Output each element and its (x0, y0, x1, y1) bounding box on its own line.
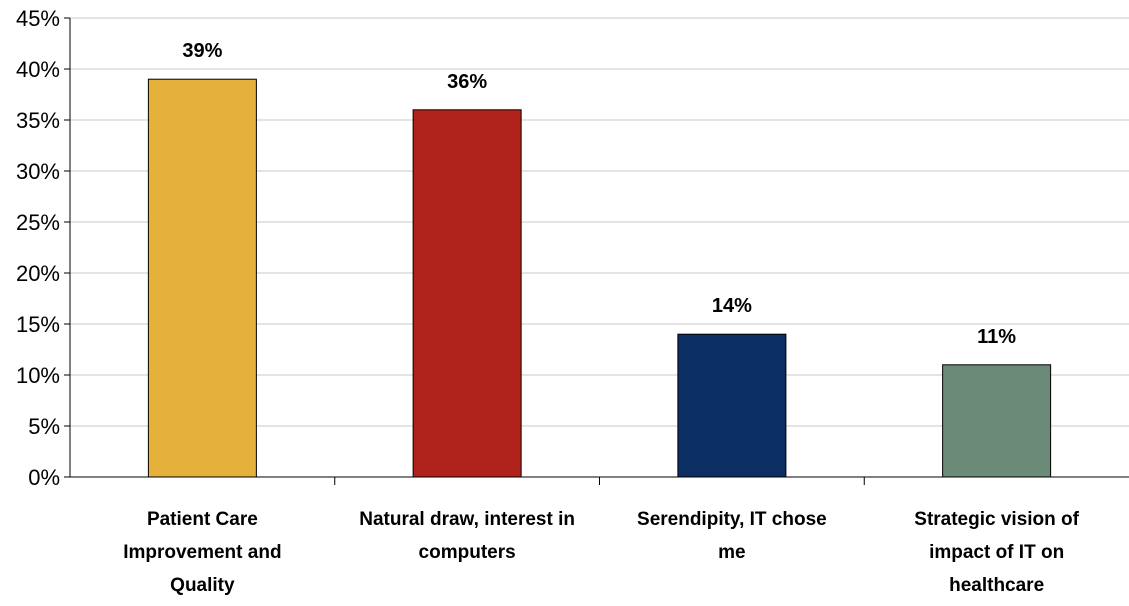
x-category-label: Quality (170, 575, 235, 596)
data-label: 14% (712, 295, 752, 317)
y-tick-label: 15% (16, 312, 60, 337)
x-category-label: Patient Care (147, 509, 258, 530)
bars (147, 78, 1052, 478)
bar (942, 364, 1052, 478)
data-label: 36% (447, 71, 487, 93)
y-tick-label: 25% (16, 210, 60, 235)
y-tick-label: 45% (16, 6, 60, 31)
labels: 0% 5% 10% 15% 20% 25% 30% 35% 40% 45% 39% Patient C… (16, 6, 1080, 596)
bar (147, 78, 257, 478)
data-label: 39% (182, 40, 222, 62)
y-tick-label: 0% (28, 465, 60, 490)
data-label: 11% (977, 326, 1016, 348)
x-category-label: me (718, 542, 745, 563)
y-tick-label: 40% (16, 57, 60, 82)
y-tick-label: 20% (16, 261, 60, 286)
y-tick-label: 5% (28, 414, 60, 439)
y-tick-label: 10% (16, 363, 60, 388)
x-category-label: healthcare (949, 575, 1044, 596)
x-category-label: Serendipity, IT chose (637, 509, 827, 530)
y-tick-label: 30% (16, 159, 60, 184)
x-category-label: Natural draw, interest in (359, 509, 575, 530)
axes (64, 17, 1129, 485)
x-category-label: computers (419, 542, 516, 563)
x-category-label: Strategic vision of (914, 509, 1079, 530)
bar (677, 333, 787, 478)
x-category-label: Improvement and (123, 542, 281, 563)
bar (412, 109, 522, 478)
y-tick-label: 35% (16, 108, 60, 133)
x-category-label: impact of IT on (929, 542, 1064, 563)
